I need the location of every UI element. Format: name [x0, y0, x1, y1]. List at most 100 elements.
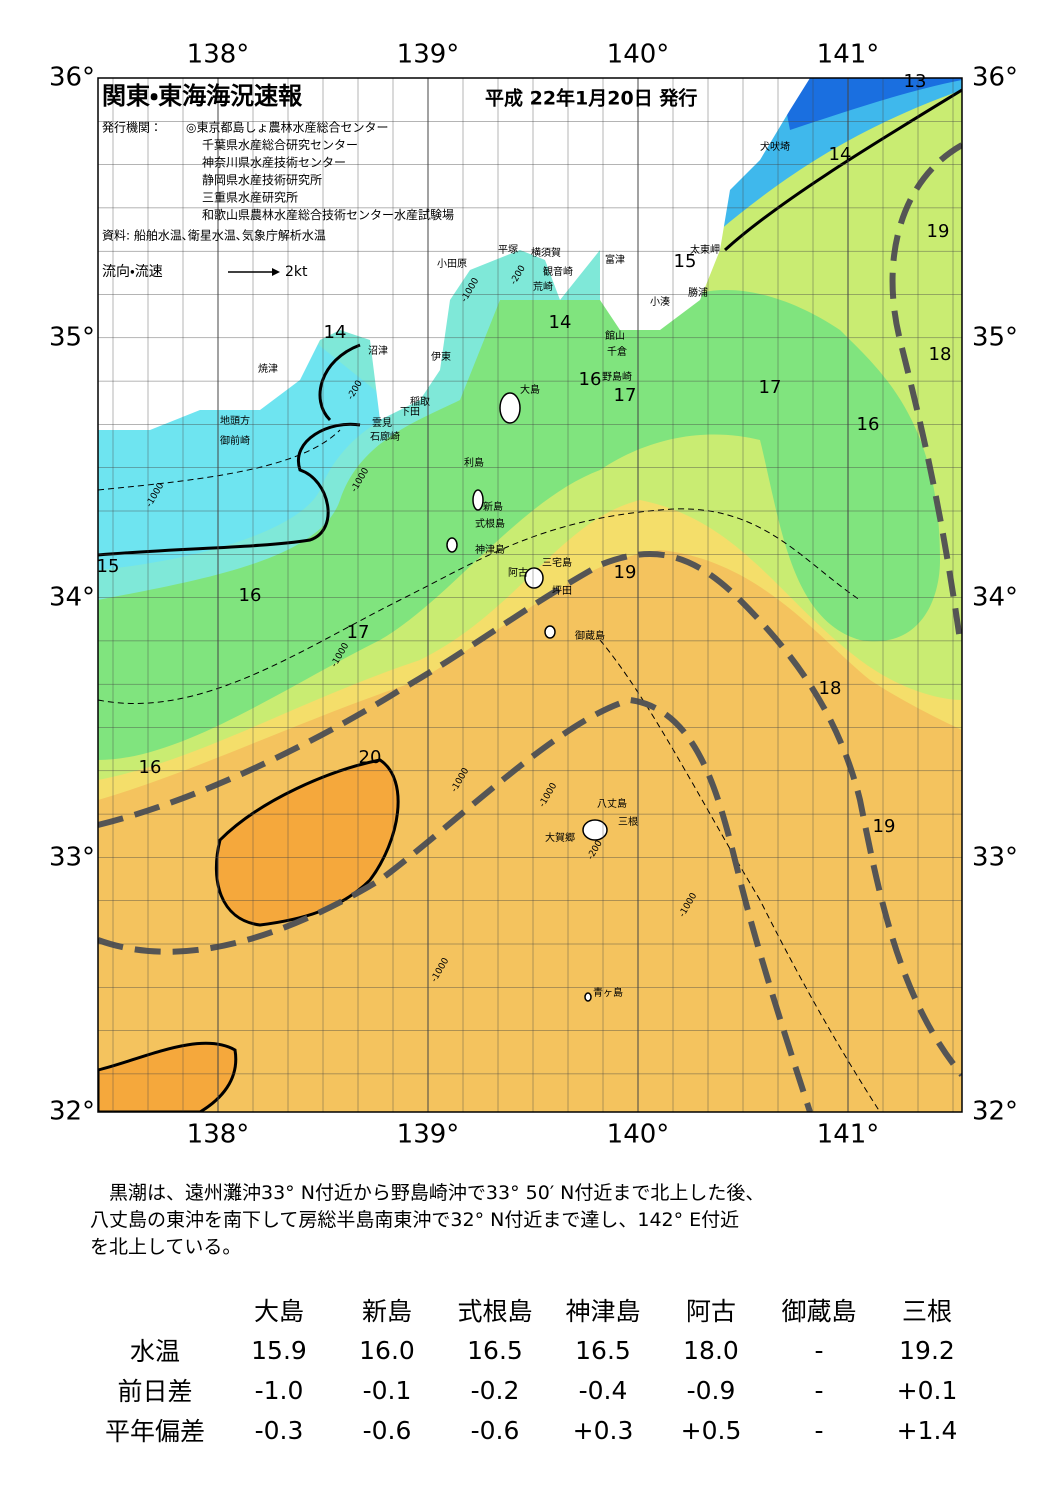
row-label: 前日差	[117, 1377, 193, 1406]
column-header: 阿古	[685, 1297, 736, 1326]
map: 関東・東海海況速報 平成 22年1月20日 発行 発行機関： 資料: 船舶水温､…	[49, 40, 1018, 1150]
place-label: 沼津	[368, 344, 388, 357]
table-cell: +0.5	[680, 1415, 742, 1445]
contour-label: 18	[819, 678, 842, 699]
contour-label: 15	[97, 556, 120, 577]
summary: 黒潮は、遠州灘沖33° N付近から野島崎沖で33° 50′ N付近まで北上した後…	[90, 1180, 764, 1261]
legend-arrowhead	[272, 268, 280, 276]
lat-label: 33°	[972, 843, 1018, 873]
lon-label: 139°	[397, 40, 460, 70]
place-label: 御蔵島	[575, 629, 605, 642]
column-header: 大島	[253, 1297, 304, 1326]
lon-label: 140°	[607, 40, 670, 70]
issuer: 三重県水産研究所	[202, 191, 298, 205]
table-cell: -0.2	[470, 1375, 520, 1405]
table-cell: -0.6	[470, 1415, 520, 1445]
place-label: 石廊崎	[370, 430, 400, 443]
place-label: 雲見	[372, 417, 392, 429]
table-cell: -0.4	[578, 1375, 628, 1405]
place-label: 御前崎	[220, 434, 250, 447]
lon-label: 138°	[187, 1120, 250, 1150]
column-header: 新島	[361, 1297, 412, 1326]
lat-label: 32°	[49, 1097, 95, 1127]
issuers-label: 発行機関：	[102, 121, 162, 135]
row-label: 水温	[129, 1337, 180, 1366]
place-label: 坪田	[552, 584, 572, 597]
issuer: 静岡県水産技術研究所	[202, 172, 322, 187]
place-label: 新島	[483, 500, 503, 513]
summary-line: 黒潮は、遠州灘沖33° N付近から野島崎沖で33° 50′ N付近まで北上した後…	[109, 1182, 765, 1204]
place-label: 富津	[605, 253, 625, 266]
place-label: 阿古	[508, 566, 528, 579]
contour-label: 19	[873, 816, 896, 837]
table-cell: 16.5	[467, 1335, 523, 1365]
place-label: 荒崎	[533, 280, 553, 293]
lon-label: 141°	[817, 40, 880, 70]
table-cell: +0.1	[896, 1375, 958, 1405]
contour-label: 14	[549, 312, 572, 333]
place-label: 犬吠埼	[760, 140, 790, 153]
place-label: 太東岬	[690, 243, 720, 256]
column-header: 御蔵島	[781, 1297, 857, 1326]
contour-label: 13	[904, 71, 927, 92]
date: 平成 22年1月20日 発行	[485, 87, 697, 110]
contour-label: 14	[324, 322, 347, 343]
lat-label: 34°	[972, 583, 1018, 613]
place-label: 三根	[618, 815, 638, 828]
place-label: 観音崎	[543, 265, 573, 278]
place-label: 勝浦	[688, 286, 708, 299]
lat-label: 35°	[49, 323, 95, 353]
place-label: 小湊	[650, 295, 670, 308]
place-label: 式根島	[475, 517, 505, 530]
table-row: 前日差 -1.0 -0.1 -0.2 -0.4 -0.9 - +0.1	[85, 1370, 981, 1410]
lon-label: 139°	[397, 1120, 460, 1150]
grid	[98, 77, 962, 1112]
place-label: 大賀郷	[545, 831, 575, 844]
summary-line: 八丈島の東沖を南下して房総半島南東沖で32° N付近まで達し、142° E付近	[90, 1209, 740, 1231]
contour-label: 15	[674, 251, 697, 272]
table-cell: -0.1	[362, 1375, 412, 1405]
legend-label: 流向・流速	[102, 264, 163, 280]
table-cell: 19.2	[899, 1335, 955, 1365]
place-label: 地頭方	[220, 414, 250, 427]
place-label: 平塚	[498, 244, 518, 256]
table-cell: -	[814, 1335, 824, 1365]
place-label: 青ヶ島	[593, 986, 623, 999]
table-cell: 18.0	[683, 1335, 739, 1365]
contour-label: 17	[759, 377, 782, 398]
header-row: 大島 新島 式根島 神津島 阿古 御蔵島 三根	[85, 1290, 981, 1330]
source: 資料: 船舶水温､衛星水温､気象庁解析水温	[102, 228, 326, 243]
table-cell: -0.6	[362, 1415, 412, 1445]
place-label: 小田原	[437, 258, 467, 270]
place-label: 三宅島	[542, 556, 572, 569]
place-label: 八丈島	[597, 797, 627, 810]
table-cell: +0.3	[572, 1415, 634, 1445]
table-cell: 16.5	[575, 1335, 631, 1365]
place-label: 利島	[464, 456, 484, 469]
table-cell: -0.9	[686, 1375, 736, 1405]
place-label: 焼津	[258, 363, 278, 375]
column-header: 神津島	[565, 1297, 641, 1326]
column-header: 式根島	[457, 1297, 533, 1326]
contour-label: 14	[829, 144, 852, 165]
table-cell: -	[814, 1415, 824, 1445]
contour-label: 16	[857, 414, 880, 435]
table-row: 平年偏差 -0.3 -0.6 -0.6 +0.3 +0.5 - +1.4	[85, 1410, 981, 1450]
temperature-table: 大島 新島 式根島 神津島 阿古 御蔵島 三根 水温 15.9 16.0 16.5 16.5 18.0 -…	[85, 1290, 981, 1450]
contour-label: 17	[347, 622, 370, 643]
corner	[85, 1290, 225, 1330]
contour-label: 18	[929, 344, 952, 365]
contour-label: 19	[614, 562, 637, 583]
place-label: 館山	[605, 329, 625, 342]
contour-label: 16	[239, 585, 262, 606]
place-label: 下田	[400, 407, 420, 418]
table-cell: 16.0	[359, 1335, 415, 1365]
summary-line: を北上している。	[90, 1236, 242, 1258]
lat-label: 36°	[49, 63, 95, 93]
lat-label: 35°	[972, 323, 1018, 353]
lat-label: 34°	[49, 583, 95, 613]
contour-label: 16	[579, 369, 602, 390]
lat-label: 33°	[49, 843, 95, 873]
contour-label: 20	[359, 747, 382, 768]
